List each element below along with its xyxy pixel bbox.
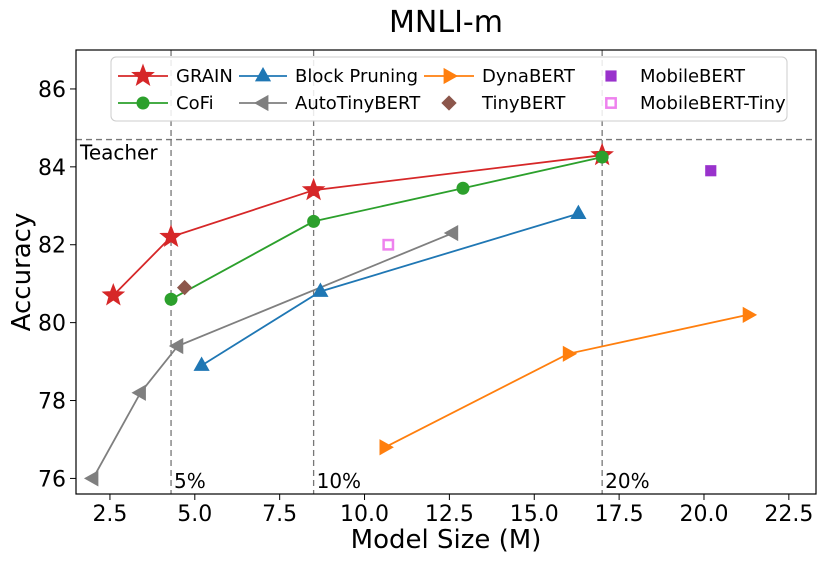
size-reference-label: 5% [174, 469, 206, 493]
plot-area: Teacher 5% 10% 20% 2.5 5.0 7.5 10.0 12.5 15.0 17.5… [38, 49, 817, 527]
legend-marker [441, 95, 457, 111]
plot-frame [75, 49, 817, 495]
data-point [382, 238, 395, 251]
size-reference-label: 20% [605, 469, 649, 493]
series-line [170, 156, 603, 301]
data-point [307, 214, 321, 228]
data-point [168, 337, 184, 355]
y-tick-label: 80 [38, 312, 66, 337]
legend-marker [254, 94, 269, 112]
data-point [101, 282, 126, 306]
data-point [456, 181, 470, 195]
x-tick-label: 12.5 [425, 502, 474, 527]
legend-marker [605, 70, 617, 82]
legend-label: AutoTinyBERT [295, 93, 421, 114]
data-point [131, 384, 146, 401]
legend-label: GRAIN [176, 66, 233, 87]
data-point [301, 177, 326, 201]
data-point [443, 224, 459, 242]
data-point [742, 306, 758, 323]
data-point [176, 279, 193, 296]
series-line [201, 212, 579, 367]
x-axis-title: Model Size (M) [351, 525, 542, 555]
x-tick-label: 17.5 [595, 502, 644, 527]
data-point [164, 292, 178, 306]
y-tick-label: 86 [38, 78, 66, 103]
data-point [193, 356, 210, 371]
legend-marker [136, 96, 150, 110]
legend-marker [605, 97, 617, 109]
teacher-label: Teacher [79, 141, 158, 165]
y-tick-label: 82 [38, 234, 66, 259]
legend-label: MobileBERT-Tiny [640, 93, 786, 114]
data-point [83, 470, 99, 487]
data-point [562, 345, 578, 362]
chart-title: MNLI-m [389, 5, 503, 40]
x-tick-label: 20.0 [679, 502, 728, 527]
series-line [92, 232, 454, 479]
data-point [159, 224, 183, 247]
legend-marker [254, 67, 272, 82]
y-tick-label: 76 [38, 467, 66, 492]
legend-label: MobileBERT [640, 66, 746, 87]
data-point [595, 150, 609, 164]
series-line [384, 313, 749, 449]
legend-label: TinyBERT [481, 93, 566, 114]
x-tick-label: 5.0 [177, 502, 212, 527]
y-axis-title: Accuracy [7, 213, 37, 332]
data-point [705, 165, 717, 177]
legend-label: Block Pruning [295, 66, 418, 87]
legend-label: CoFi [176, 93, 214, 114]
legend-box [110, 56, 788, 122]
data-point [312, 282, 329, 297]
series-line [112, 154, 603, 297]
legend-marker [131, 63, 155, 87]
data-point [379, 439, 394, 456]
legend-label: DynaBERT [482, 66, 576, 87]
x-tick-label: 2.5 [92, 502, 127, 527]
x-tick-label: 22.5 [764, 502, 813, 527]
y-tick-label: 84 [38, 156, 66, 181]
legend: GRAIN CoFi Block Pruning AutoTinyBERT DynaBE… [110, 56, 788, 122]
y-tick-label: 78 [38, 390, 66, 415]
legend-marker [443, 67, 458, 85]
data-point [570, 204, 587, 219]
x-tick-label: 10.0 [340, 502, 389, 527]
x-tick-label: 15.0 [510, 502, 559, 527]
size-reference-label: 10% [317, 469, 361, 493]
x-tick-label: 7.5 [262, 502, 297, 527]
